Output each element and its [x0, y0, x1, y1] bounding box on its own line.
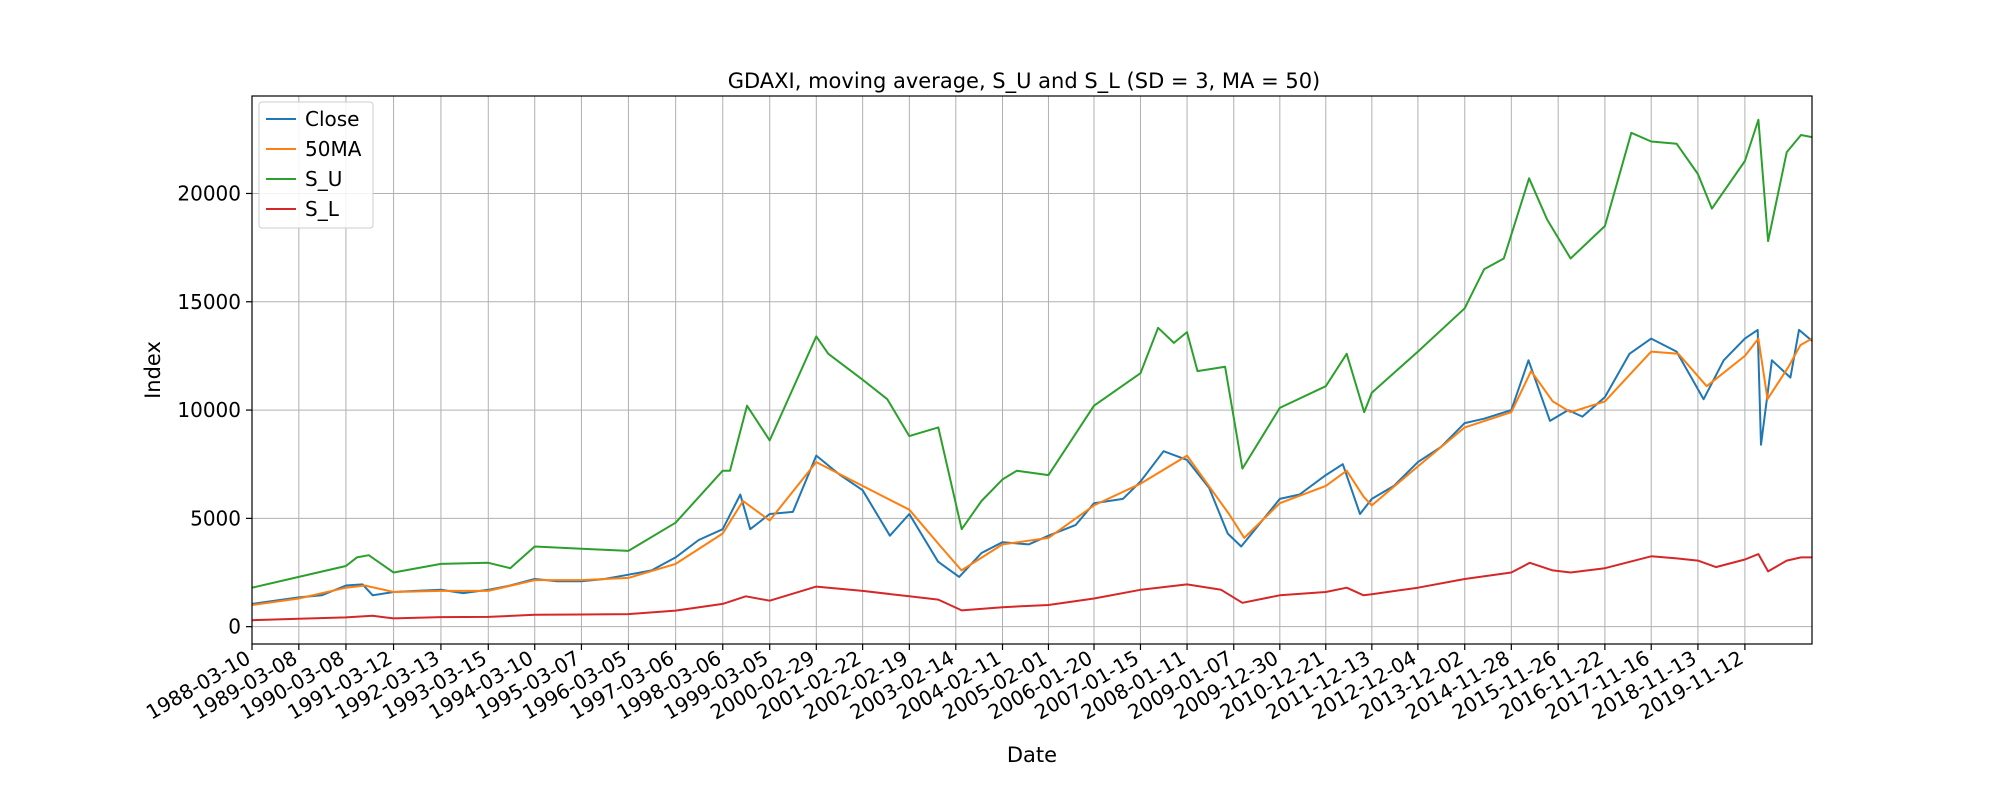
y-tick-label: 0	[228, 615, 241, 639]
grid	[251, 96, 1812, 644]
y-tick-label: 10000	[177, 398, 241, 422]
y-tick-label: 20000	[177, 181, 241, 205]
x-axis-ticks: 1988-03-101989-03-081990-03-081991-03-12…	[142, 644, 1747, 724]
chart-title: GDAXI, moving average, S_U and S_L (SD =…	[728, 69, 1321, 94]
legend: Close 50MA S_U S_L	[258, 101, 374, 229]
legend-label-close: Close	[305, 107, 359, 131]
y-tick-label: 5000	[190, 506, 241, 530]
y-tick-label: 15000	[177, 290, 241, 314]
legend-label-50ma: 50MA	[305, 137, 362, 161]
series-line-50ma	[252, 337, 1812, 606]
series-line-s_l	[252, 553, 1812, 622]
legend-box	[258, 101, 374, 229]
y-axis-label: Index	[141, 341, 165, 399]
x-axis-label: Date	[1007, 743, 1057, 767]
plot-frame	[251, 95, 1813, 645]
legend-label-s_u: S_U	[305, 167, 342, 191]
legend-label-s_l: S_L	[305, 197, 340, 221]
series-lines	[252, 118, 1812, 622]
y-axis-ticks: 0 5000 10000 15000 20000	[177, 181, 252, 639]
series-line-s_u	[252, 118, 1812, 589]
